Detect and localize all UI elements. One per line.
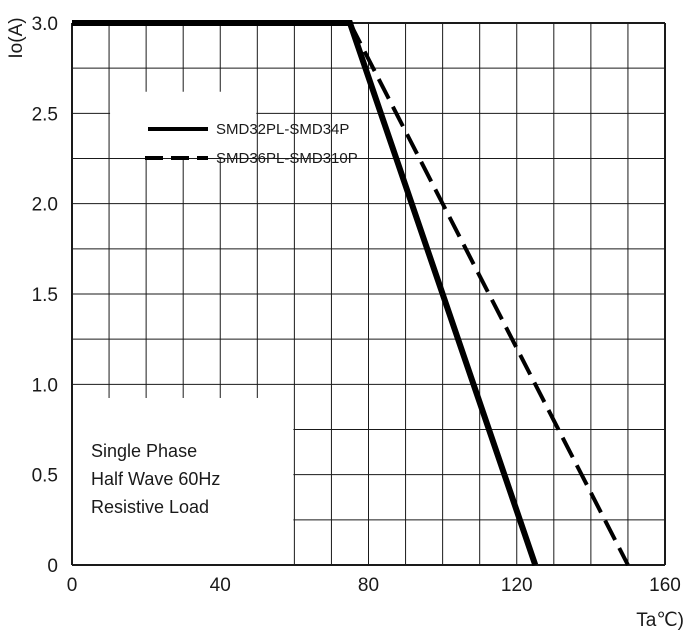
x-tick-label: 0	[67, 575, 78, 596]
annotation: Single Phase Half Wave 60Hz Resistive Lo…	[91, 441, 220, 517]
annotation-box	[73, 397, 294, 564]
x-tick-label: 80	[358, 575, 379, 596]
y-tick-label: 3.0	[32, 14, 58, 35]
y-tick-label: 0.5	[32, 466, 58, 487]
x-tick-label: 160	[649, 575, 681, 596]
y-tick-label: 2.5	[32, 104, 58, 125]
y-tick-label: 1.0	[32, 375, 58, 396]
annotation-background	[73, 397, 294, 564]
legend: SMD32PL-SMD34P SMD36PL-SMD310P	[145, 121, 358, 167]
x-tick-label: 40	[210, 575, 231, 596]
y-axis-title: Io(A)	[6, 17, 27, 58]
legend-background	[110, 91, 257, 158]
x-tick-label: 120	[501, 575, 533, 596]
y-tick-label: 1.5	[32, 285, 58, 306]
y-tick-label: 0	[47, 556, 58, 577]
annotation-line-2: Half Wave 60Hz	[91, 469, 220, 489]
legend-label-1: SMD36PL-SMD310P	[216, 150, 358, 167]
series-line-1	[72, 21, 630, 566]
y-tick-label: 2.0	[32, 195, 58, 216]
legend-box	[110, 91, 257, 158]
legend-label-0: SMD32PL-SMD34P	[216, 121, 349, 138]
annotation-line-1: Single Phase	[91, 441, 197, 461]
x-axis-title: Ta℃)	[636, 610, 684, 631]
axis-ticks: 0 40 80 120 160 0 0.5 1.0 1.5 2.0 2.5 3.0	[32, 14, 681, 596]
series-lines	[72, 20, 630, 566]
series-line-0	[72, 20, 539, 566]
annotation-line-3: Resistive Load	[91, 497, 209, 517]
